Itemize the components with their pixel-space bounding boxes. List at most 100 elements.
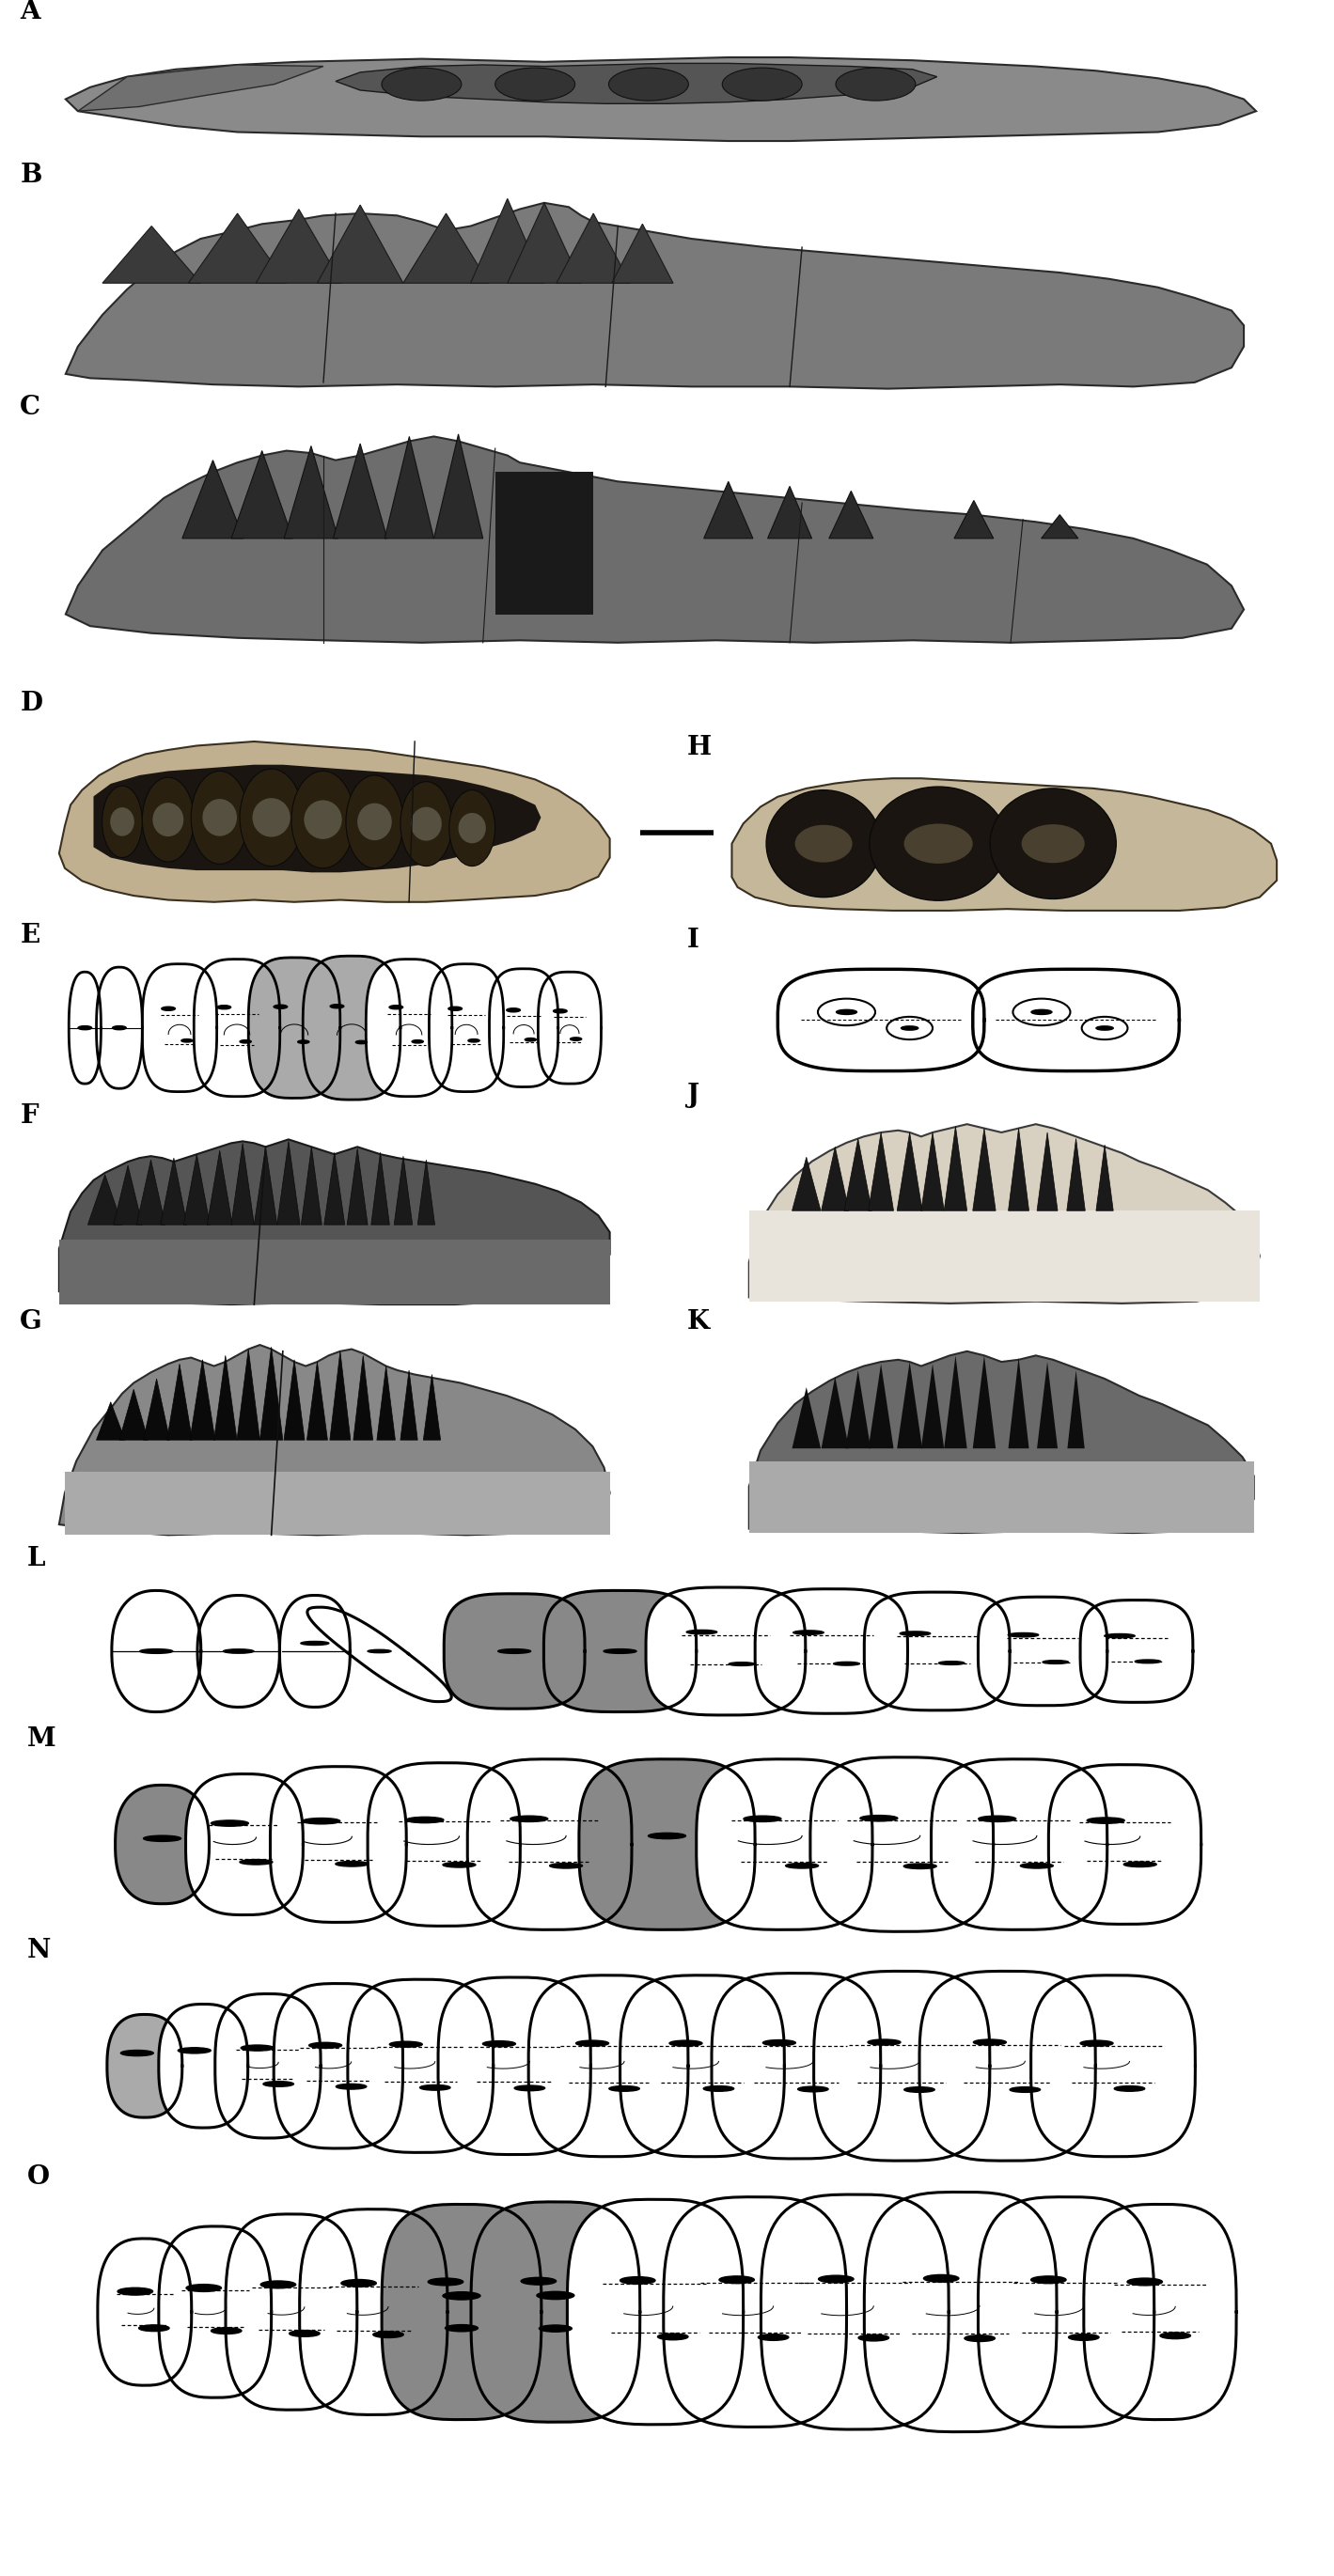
Ellipse shape — [1082, 1018, 1127, 1041]
Circle shape — [743, 1816, 782, 1821]
Circle shape — [177, 2048, 211, 2053]
Ellipse shape — [904, 824, 972, 863]
Polygon shape — [185, 1775, 303, 1914]
Circle shape — [763, 2040, 795, 2045]
Polygon shape — [403, 214, 490, 283]
Circle shape — [728, 1662, 755, 1667]
Circle shape — [524, 1038, 536, 1041]
Polygon shape — [65, 435, 1243, 641]
Circle shape — [1127, 2277, 1162, 2285]
Polygon shape — [103, 227, 200, 283]
Circle shape — [443, 1862, 476, 1868]
Circle shape — [507, 1007, 520, 1012]
Polygon shape — [1097, 1144, 1114, 1211]
Polygon shape — [144, 1378, 169, 1440]
Polygon shape — [193, 958, 280, 1097]
Circle shape — [974, 2040, 1006, 2045]
Polygon shape — [704, 482, 752, 538]
Ellipse shape — [191, 770, 248, 863]
Polygon shape — [978, 1597, 1107, 1705]
Polygon shape — [931, 1759, 1107, 1929]
Circle shape — [297, 1041, 309, 1043]
Polygon shape — [136, 1159, 165, 1224]
Polygon shape — [307, 1607, 451, 1703]
Polygon shape — [1031, 1976, 1195, 2156]
Polygon shape — [253, 1146, 277, 1224]
Polygon shape — [922, 1133, 944, 1211]
Circle shape — [374, 2331, 404, 2339]
Polygon shape — [303, 956, 400, 1100]
Polygon shape — [1042, 515, 1078, 538]
Polygon shape — [778, 969, 984, 1072]
Polygon shape — [394, 1157, 412, 1224]
Circle shape — [336, 2084, 367, 2089]
Polygon shape — [972, 1128, 995, 1211]
Circle shape — [900, 1025, 918, 1030]
Polygon shape — [260, 1347, 283, 1440]
Circle shape — [240, 1041, 251, 1043]
Circle shape — [964, 2336, 995, 2342]
Polygon shape — [160, 1159, 187, 1224]
Polygon shape — [347, 1149, 368, 1224]
Circle shape — [448, 1007, 462, 1010]
Polygon shape — [225, 2215, 358, 2409]
Circle shape — [356, 1041, 367, 1043]
Polygon shape — [612, 224, 674, 283]
Polygon shape — [750, 1123, 1259, 1303]
Polygon shape — [755, 1589, 907, 1713]
Circle shape — [260, 2280, 296, 2287]
Circle shape — [1009, 1633, 1039, 1636]
Ellipse shape — [835, 67, 915, 100]
Polygon shape — [301, 1146, 321, 1224]
Polygon shape — [792, 1386, 820, 1448]
Ellipse shape — [411, 806, 442, 840]
Ellipse shape — [722, 67, 802, 100]
Circle shape — [468, 1038, 479, 1043]
Ellipse shape — [291, 770, 355, 868]
Circle shape — [1010, 2087, 1041, 2092]
Polygon shape — [378, 1365, 395, 1440]
Circle shape — [117, 2287, 153, 2295]
Polygon shape — [1083, 2205, 1237, 2419]
Polygon shape — [828, 492, 874, 538]
Polygon shape — [495, 471, 594, 613]
Circle shape — [1021, 1862, 1054, 1868]
Circle shape — [860, 1816, 898, 1821]
Circle shape — [1031, 2277, 1066, 2282]
Polygon shape — [284, 1360, 304, 1440]
Polygon shape — [96, 966, 143, 1090]
Text: A: A — [20, 0, 40, 23]
Circle shape — [390, 2040, 423, 2048]
Polygon shape — [143, 963, 217, 1092]
Text: H: H — [687, 734, 711, 760]
Polygon shape — [696, 1759, 872, 1929]
Text: J: J — [687, 1082, 699, 1108]
Polygon shape — [1067, 1370, 1085, 1448]
Circle shape — [511, 1816, 548, 1821]
Polygon shape — [280, 1595, 350, 1708]
Circle shape — [498, 1649, 531, 1654]
Circle shape — [1161, 2331, 1190, 2339]
Polygon shape — [922, 1363, 944, 1448]
Polygon shape — [919, 1971, 1095, 2161]
Polygon shape — [115, 1785, 209, 1904]
Polygon shape — [97, 2239, 192, 2385]
Circle shape — [978, 1816, 1017, 1821]
Polygon shape — [528, 1976, 688, 2156]
Polygon shape — [271, 1767, 407, 1922]
Ellipse shape — [152, 804, 184, 837]
Circle shape — [390, 1005, 403, 1010]
Polygon shape — [822, 1376, 848, 1448]
Polygon shape — [336, 64, 936, 103]
Polygon shape — [382, 2205, 542, 2419]
Circle shape — [620, 2277, 655, 2285]
Circle shape — [289, 2331, 320, 2336]
Polygon shape — [59, 1239, 610, 1303]
Polygon shape — [107, 2014, 183, 2117]
Circle shape — [923, 2275, 959, 2282]
Ellipse shape — [240, 768, 303, 866]
Polygon shape — [329, 1352, 351, 1440]
Ellipse shape — [818, 999, 875, 1025]
Polygon shape — [567, 2200, 743, 2424]
Polygon shape — [197, 1595, 280, 1708]
